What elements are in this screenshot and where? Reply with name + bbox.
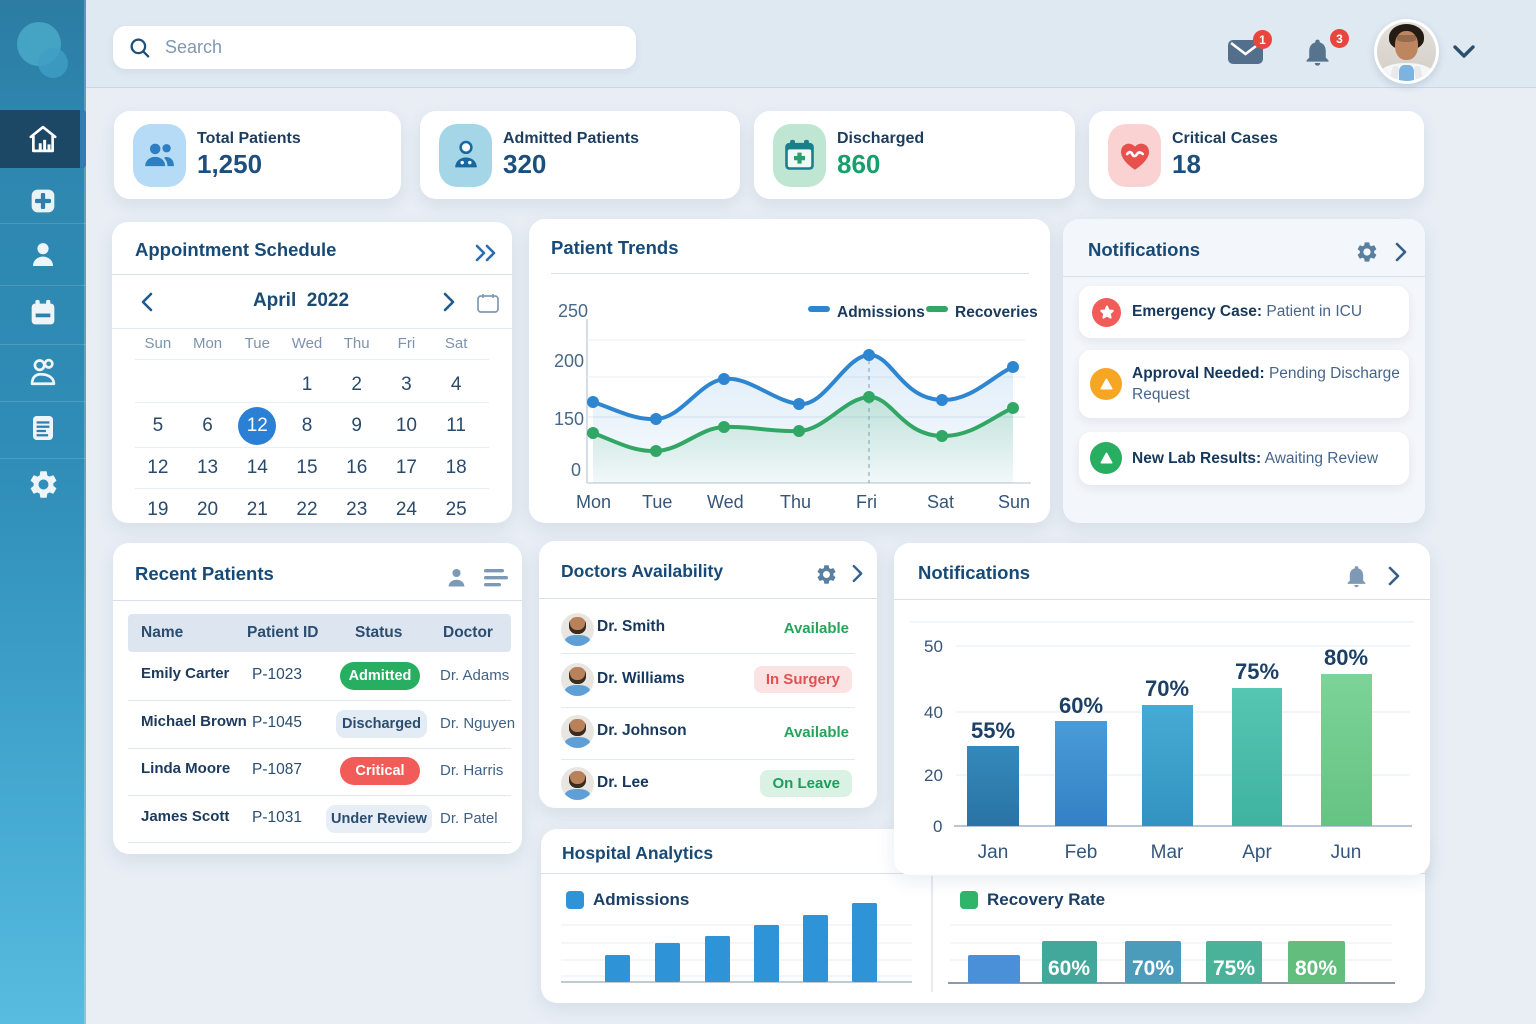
svg-text:80%: 80% (1295, 957, 1337, 980)
svg-text:Jan: Jan (978, 842, 1009, 863)
svg-text:Jun: Jun (1331, 842, 1362, 863)
svg-text:Sat: Sat (927, 492, 954, 512)
svg-text:Recoveries: Recoveries (955, 304, 1038, 321)
svg-text:Wed: Wed (707, 492, 744, 512)
svg-text:250: 250 (558, 301, 588, 321)
svg-text:40: 40 (924, 703, 943, 722)
svg-text:Tue: Tue (642, 492, 672, 512)
svg-text:60%: 60% (1048, 957, 1090, 980)
svg-text:Feb: Feb (1065, 842, 1098, 863)
svg-text:80%: 80% (1324, 645, 1368, 670)
svg-text:20: 20 (924, 766, 943, 785)
svg-text:Mar: Mar (1151, 842, 1184, 863)
svg-text:75%: 75% (1235, 659, 1279, 684)
svg-text:75%: 75% (1213, 957, 1255, 980)
svg-text:50: 50 (924, 637, 943, 656)
svg-text:60%: 60% (1059, 693, 1103, 718)
svg-text:0: 0 (571, 460, 581, 480)
svg-text:Admissions: Admissions (837, 304, 925, 321)
svg-text:55%: 55% (971, 718, 1015, 743)
svg-text:0: 0 (933, 817, 942, 836)
svg-text:150: 150 (554, 409, 584, 429)
svg-text:70%: 70% (1132, 957, 1174, 980)
svg-text:70%: 70% (1145, 676, 1189, 701)
svg-text:Fri: Fri (856, 492, 877, 512)
svg-text:Sun: Sun (998, 492, 1030, 512)
svg-text:200: 200 (554, 351, 584, 371)
svg-text:Mon: Mon (576, 492, 611, 512)
svg-text:Thu: Thu (780, 492, 811, 512)
svg-text:Apr: Apr (1242, 842, 1272, 863)
